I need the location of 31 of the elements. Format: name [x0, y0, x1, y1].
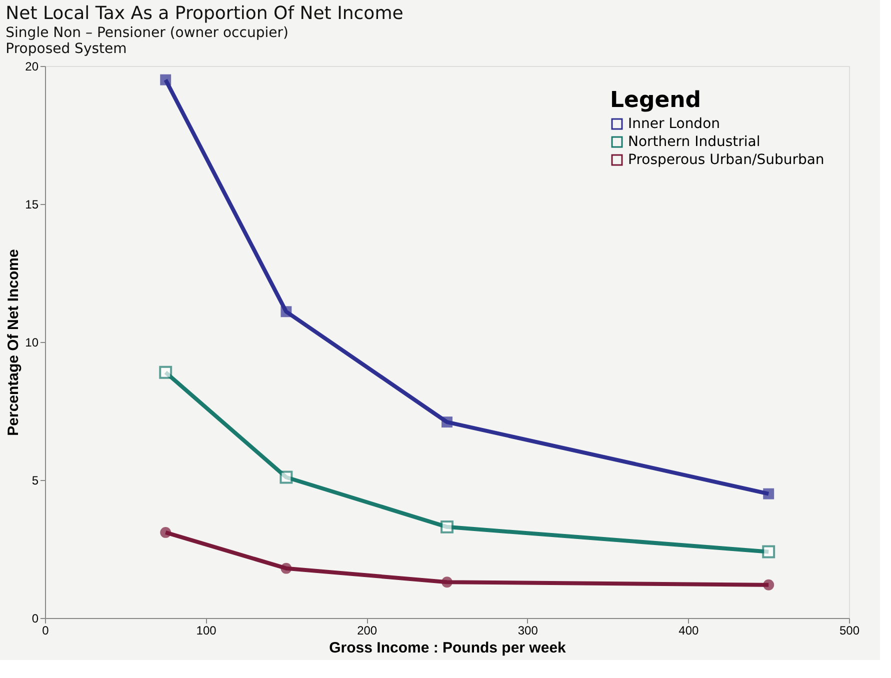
point [442, 576, 452, 588]
x-axis-title: Gross Income : Pounds per week [329, 640, 567, 656]
y-tick-label: 15 [25, 198, 39, 212]
point [280, 470, 293, 484]
point [159, 366, 172, 379]
point [763, 488, 774, 500]
point [160, 74, 172, 86]
legend-label: Northern Industrial [628, 134, 760, 150]
y-axis-title: Percentage Of Net Income [5, 249, 22, 436]
point [442, 416, 452, 428]
x-tick-label: 500 [839, 624, 860, 638]
x-tick-label: 400 [678, 624, 700, 638]
y-tick-label: 20 [25, 60, 39, 74]
point [280, 306, 292, 318]
point [440, 520, 454, 534]
y-tick-label: 5 [32, 474, 39, 488]
legend-label: Inner London [628, 116, 720, 132]
point [280, 562, 292, 574]
point [160, 526, 172, 538]
x-tick-label: 100 [196, 624, 217, 638]
legend-label: Prosperous Urban/Suburban [628, 152, 824, 168]
chart-subtitle: Single Non – Pensioner (owner occupier) Proposed System [6, 25, 288, 57]
x-tick-label: 0 [42, 624, 50, 638]
point [762, 545, 776, 558]
y-tick-label: 10 [25, 336, 39, 350]
x-tick-label: 200 [357, 624, 378, 638]
y-tick-label: 0 [32, 612, 39, 626]
chart-title: Net Local Tax As a Proportion Of Net Income [6, 3, 404, 24]
legend-title: Legend [610, 88, 702, 113]
point [763, 579, 774, 590]
x-tick-label: 300 [518, 624, 538, 638]
